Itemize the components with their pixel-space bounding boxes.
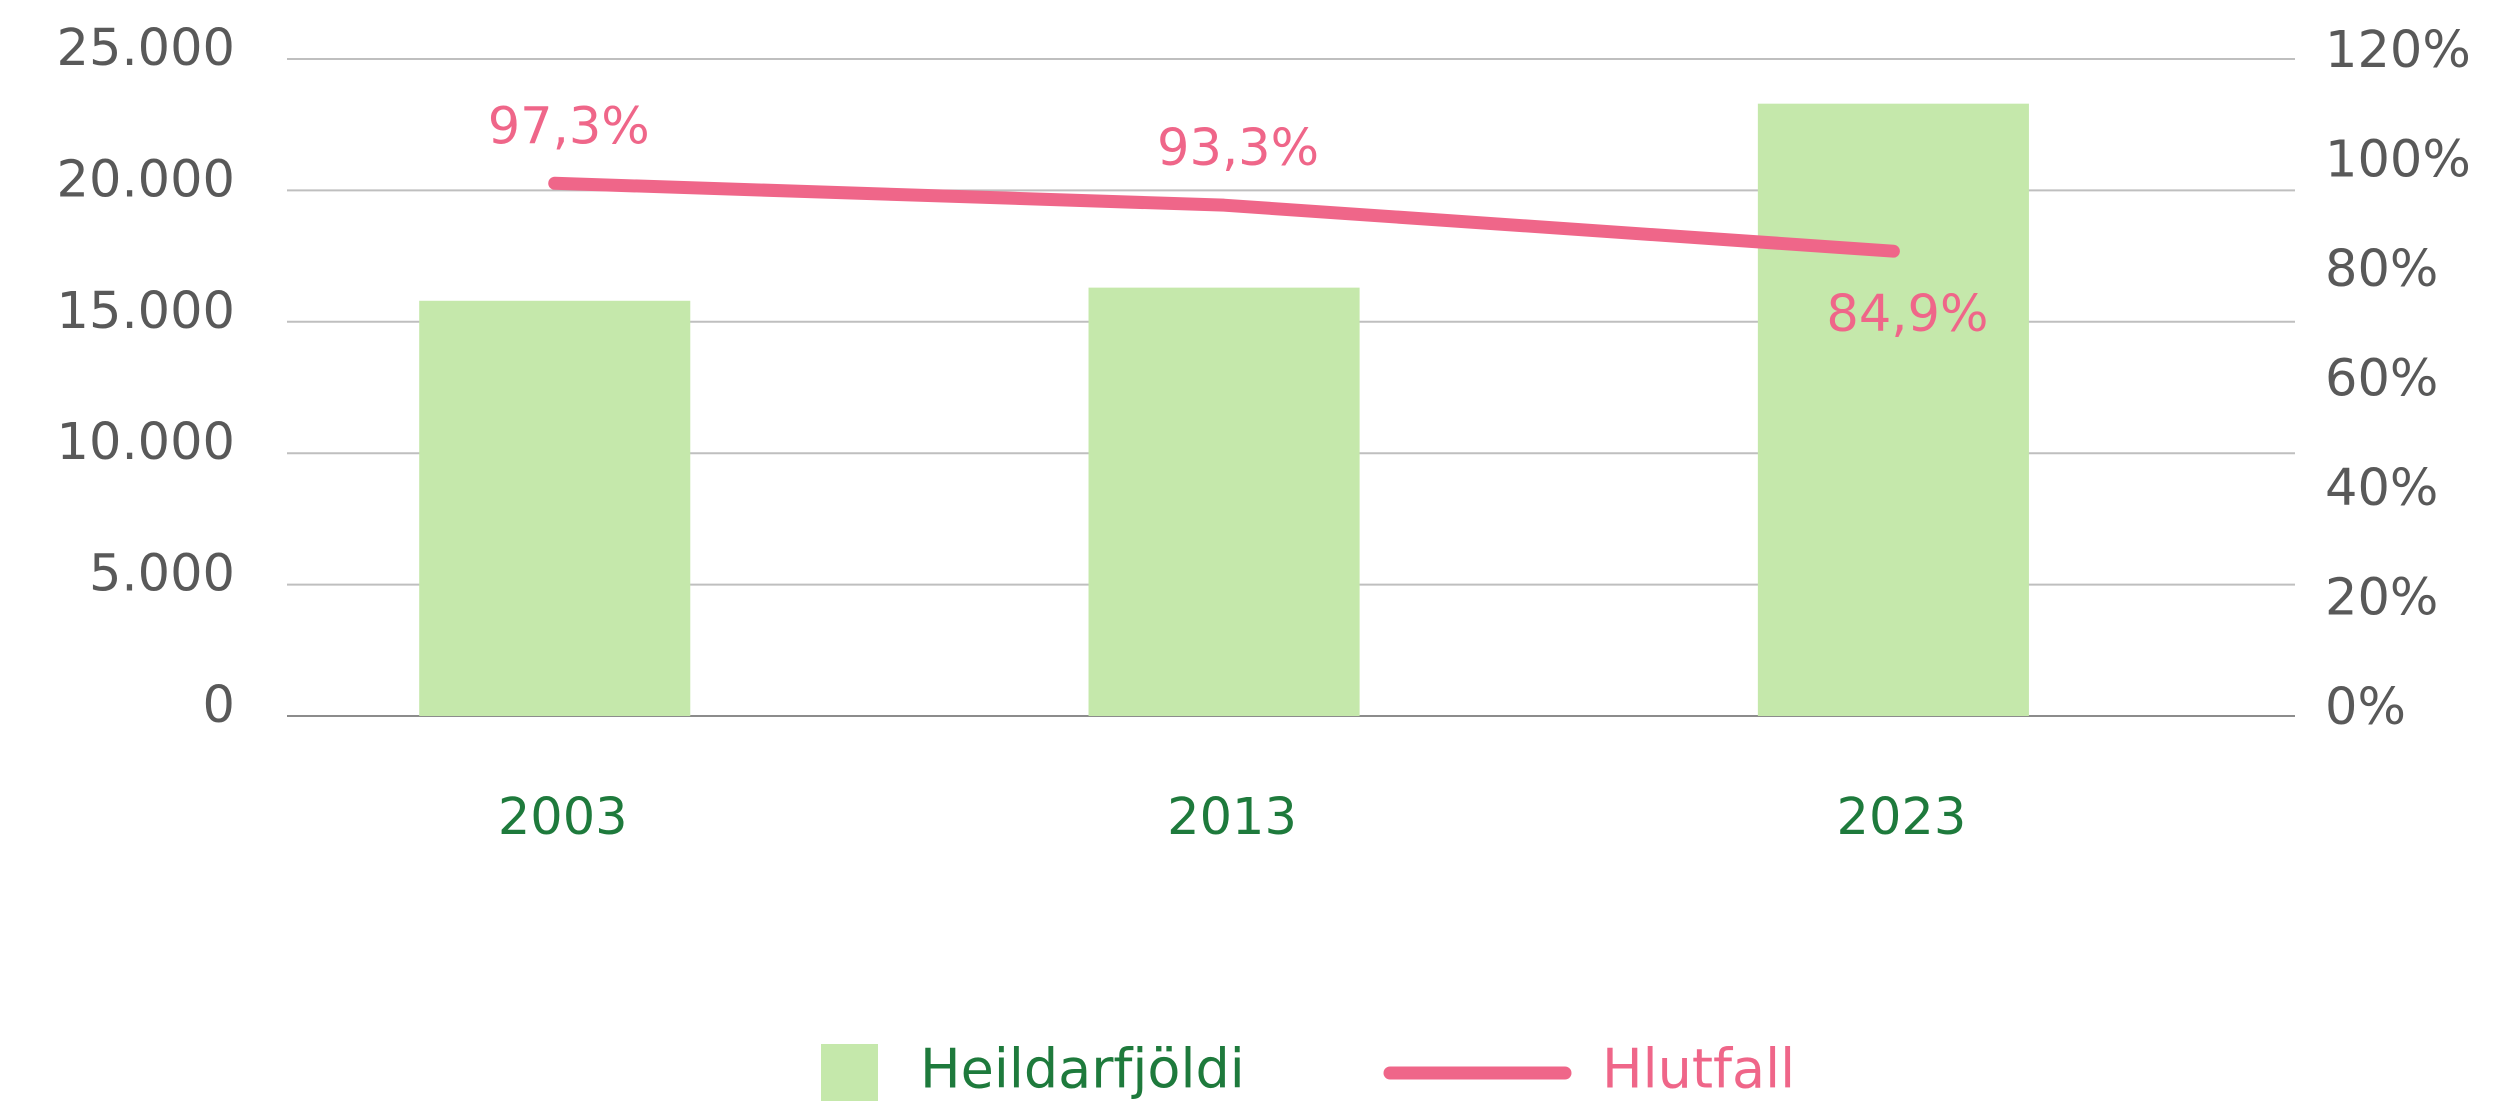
data-label: 97,3%	[488, 97, 650, 156]
y2-tick-label: 0%	[2325, 678, 2406, 737]
y-tick-label: 20.000	[57, 150, 235, 209]
y2-tick-label: 120%	[2325, 21, 2471, 80]
y-tick-label: 25.000	[57, 19, 235, 78]
y-tick-label: 0	[203, 676, 235, 735]
data-label: 93,3%	[1157, 119, 1319, 178]
y2-tick-label: 80%	[2325, 240, 2438, 299]
y2-tick-label: 60%	[2325, 350, 2438, 409]
y-tick-label: 15.000	[57, 282, 235, 341]
x-tick-label: 2023	[1837, 788, 1967, 847]
x-tick-label: 2013	[1167, 788, 1297, 847]
bar	[1088, 287, 1360, 716]
y2-tick-label: 40%	[2325, 459, 2438, 518]
bar	[419, 300, 691, 716]
legend-label: Hlutfall	[1602, 1038, 1795, 1101]
y2-tick-label: 100%	[2325, 131, 2471, 190]
data-label: 84,9%	[1826, 285, 1988, 344]
y-tick-label: 10.000	[57, 413, 235, 472]
legend-swatch	[821, 1044, 878, 1101]
line	[548, 176, 1900, 258]
legend-label: Heildarfjöldi	[920, 1038, 1245, 1101]
y-tick-label: 5.000	[89, 545, 235, 604]
y2-tick-label: 20%	[2325, 569, 2438, 628]
bar	[1757, 103, 2029, 716]
x-tick-label: 2003	[498, 788, 628, 847]
